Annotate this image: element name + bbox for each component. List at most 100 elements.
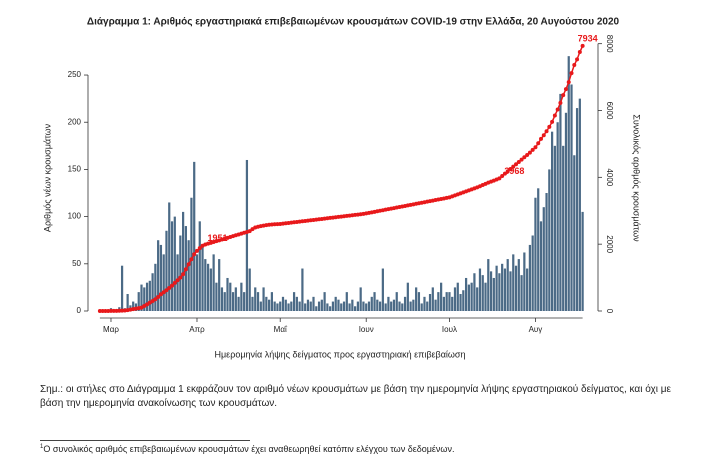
- bar: [334, 296, 337, 311]
- bar: [193, 161, 196, 311]
- cumulative-dot: [175, 278, 180, 283]
- bar: [362, 301, 365, 311]
- bar: [331, 301, 335, 311]
- cumulative-dot: [538, 136, 543, 141]
- bar: [259, 301, 262, 311]
- cumulative-dot: [111, 308, 116, 313]
- bar: [367, 301, 371, 311]
- bar: [287, 303, 290, 311]
- bar: [326, 303, 329, 311]
- bar: [320, 299, 323, 311]
- bar: [279, 301, 282, 311]
- bar: [329, 306, 332, 311]
- x-tick-label: Απρ: [189, 325, 205, 334]
- bar: [159, 244, 163, 311]
- x-tick-label: Αυγ: [529, 325, 543, 334]
- bar: [395, 292, 398, 311]
- bar: [168, 202, 171, 311]
- cumulative-dot: [511, 164, 516, 169]
- bar: [392, 299, 396, 311]
- cumulative-dot: [533, 145, 538, 150]
- cumulative-dot: [156, 294, 161, 299]
- cumulative-dot: [161, 290, 166, 295]
- bar: [451, 296, 454, 311]
- bar: [359, 287, 362, 311]
- y2-tick-label: 6000: [605, 102, 614, 120]
- bar: [220, 287, 224, 311]
- bar: [514, 265, 518, 311]
- cumulative-dot: [569, 71, 574, 76]
- chart: Διάγραμμα 1: Αριθμός εργαστηριακά επιβεβ…: [42, 17, 641, 360]
- bar: [342, 301, 346, 311]
- bar: [398, 301, 401, 311]
- y-tick-label: 100: [68, 212, 82, 221]
- bar: [340, 303, 343, 311]
- bar: [495, 265, 498, 311]
- bar: [378, 301, 382, 311]
- cumulative-dot: [97, 309, 102, 313]
- bar: [550, 131, 554, 311]
- bar: [218, 259, 221, 311]
- y2-tick-label: 8000: [605, 35, 614, 53]
- bar: [315, 306, 318, 311]
- bar: [509, 271, 512, 311]
- bar: [370, 296, 373, 311]
- bar: [420, 303, 423, 311]
- bar: [417, 292, 421, 311]
- bar: [484, 282, 487, 311]
- bar: [151, 273, 154, 311]
- cumulative-dot: [500, 173, 505, 178]
- y-tick-label: 200: [68, 117, 82, 126]
- bar: [562, 145, 565, 311]
- bar: [354, 306, 357, 311]
- bar: [231, 292, 235, 311]
- bar: [448, 292, 451, 311]
- bar: [528, 244, 532, 311]
- cumulative-dot: [558, 100, 563, 105]
- bar: [337, 299, 340, 311]
- bar: [415, 287, 418, 311]
- footnote-rule: [40, 440, 250, 441]
- bar: [248, 268, 251, 311]
- bar: [381, 268, 384, 311]
- cumulative-dot: [153, 297, 158, 302]
- cumulative-dot: [525, 152, 530, 157]
- bar: [323, 292, 326, 311]
- cumulative-label: 1951: [208, 233, 228, 243]
- bar: [356, 301, 360, 311]
- cumulative-dot: [572, 63, 577, 68]
- bar: [298, 301, 301, 311]
- bar: [284, 299, 287, 311]
- bar: [373, 292, 376, 311]
- y-axis-title: Αριθμός νέων κρουσμάτων: [42, 123, 52, 232]
- bar: [179, 235, 182, 311]
- bar: [542, 207, 545, 311]
- bar: [464, 277, 468, 311]
- bar: [492, 277, 495, 311]
- y2-tick-label: 4000: [605, 168, 614, 186]
- bar: [487, 259, 490, 311]
- cumulative-dot: [550, 119, 555, 124]
- bar: [270, 292, 274, 311]
- cumulative-dot: [502, 171, 507, 176]
- x-tick-label: Ιουν: [359, 325, 374, 334]
- bar: [251, 296, 254, 311]
- bar: [165, 230, 168, 311]
- bar: [223, 292, 226, 311]
- bar: [273, 301, 276, 311]
- cumulative-dot: [100, 309, 105, 313]
- cumulative-dot: [192, 252, 197, 257]
- bar: [459, 294, 462, 311]
- bar: [154, 263, 157, 311]
- cumulative-dot: [106, 309, 111, 313]
- bar: [462, 290, 465, 311]
- cumulative-dot: [563, 87, 568, 92]
- bar: [409, 301, 412, 311]
- cumulative-dot: [164, 288, 169, 293]
- bar: [229, 282, 232, 311]
- bar: [517, 259, 520, 311]
- bar: [545, 193, 548, 311]
- bar: [173, 216, 176, 311]
- bar: [498, 273, 501, 311]
